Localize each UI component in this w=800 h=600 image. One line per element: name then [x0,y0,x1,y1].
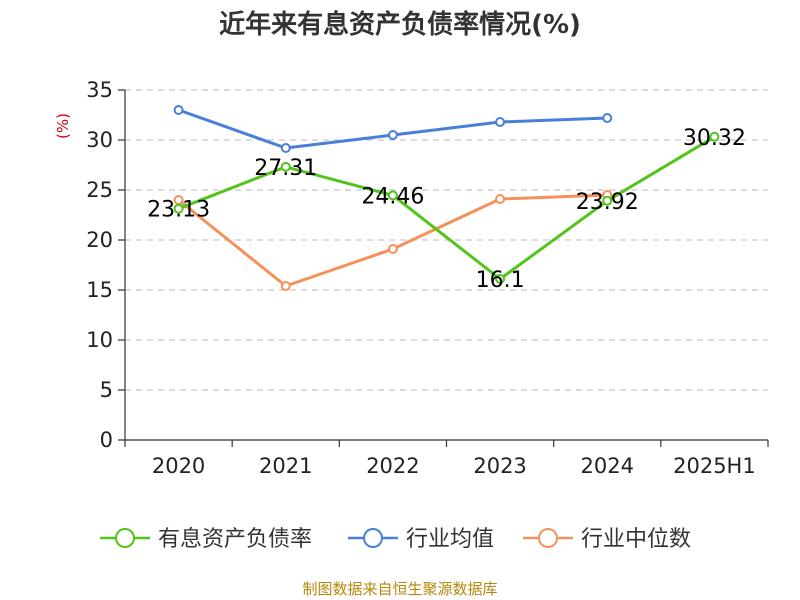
legend-item[interactable]: 行业中位数 [523,527,691,552]
y-tick-label: 10 [86,328,113,352]
series-line [178,135,716,281]
data-point [495,274,506,284]
data-point [602,195,613,206]
data-label: 30.32 [683,126,746,151]
y-tick-label: 20 [86,228,113,252]
data-point [387,190,398,201]
y-tick-label: 15 [86,278,113,302]
data-point [280,143,291,153]
data-point [495,117,506,127]
data-label: 24.46 [361,184,424,209]
data-label: 27.31 [254,156,317,181]
x-tick-label: 2025H1 [673,454,756,478]
data-point [280,161,291,172]
data-label: 23.92 [576,190,639,215]
x-tick-label: 2023 [473,454,526,478]
legend[interactable]: 有息资产负债率 行业均值 行业中位数 [100,527,691,552]
legend-label: 有息资产负债率 [158,527,312,552]
series-line [178,108,608,150]
data-point [173,203,184,214]
source-note: 制图数据来自恒生聚源数据库 [302,580,497,598]
data-point [495,194,506,204]
y-tick-label: 30 [86,128,113,152]
legend-item[interactable]: 行业均值 [348,527,494,552]
chart-title: 近年来有息资产负债率情况(%) [219,9,581,40]
x-tick-label: 2020 [152,454,205,478]
legend-marker [115,528,135,548]
data-point [709,131,720,142]
y-axis-unit: (%) [54,113,72,139]
y-tick-label: 0 [100,428,113,452]
y-tick-label: 5 [100,378,113,402]
y-tick-label: 25 [86,178,113,202]
data-point [173,105,184,115]
legend-item[interactable]: 有息资产负债率 [100,527,312,552]
x-tick-label: 2022 [366,454,419,478]
y-tick-label: 35 [86,78,113,102]
data-label: 23.13 [147,198,210,223]
legend-marker [363,528,383,548]
data-point [387,244,398,254]
data-point [602,113,613,123]
legend-label: 行业中位数 [581,527,691,552]
data-labels: 23.13 27.31 24.46 16.1 23.92 30.32 [147,126,746,293]
x-tick-label: 2021 [259,454,312,478]
plot-area [173,105,720,291]
grid-lines [125,89,768,391]
legend-marker [538,528,558,548]
x-tick-label: 2024 [581,454,634,478]
data-label: 16.1 [476,268,525,293]
legend-label: 行业均值 [406,527,494,552]
data-point [387,130,398,140]
data-point [280,281,291,291]
axes: 0 5 10 15 20 25 30 35 2020 2021 2022 2023 2024 2025H1 [86,78,769,478]
